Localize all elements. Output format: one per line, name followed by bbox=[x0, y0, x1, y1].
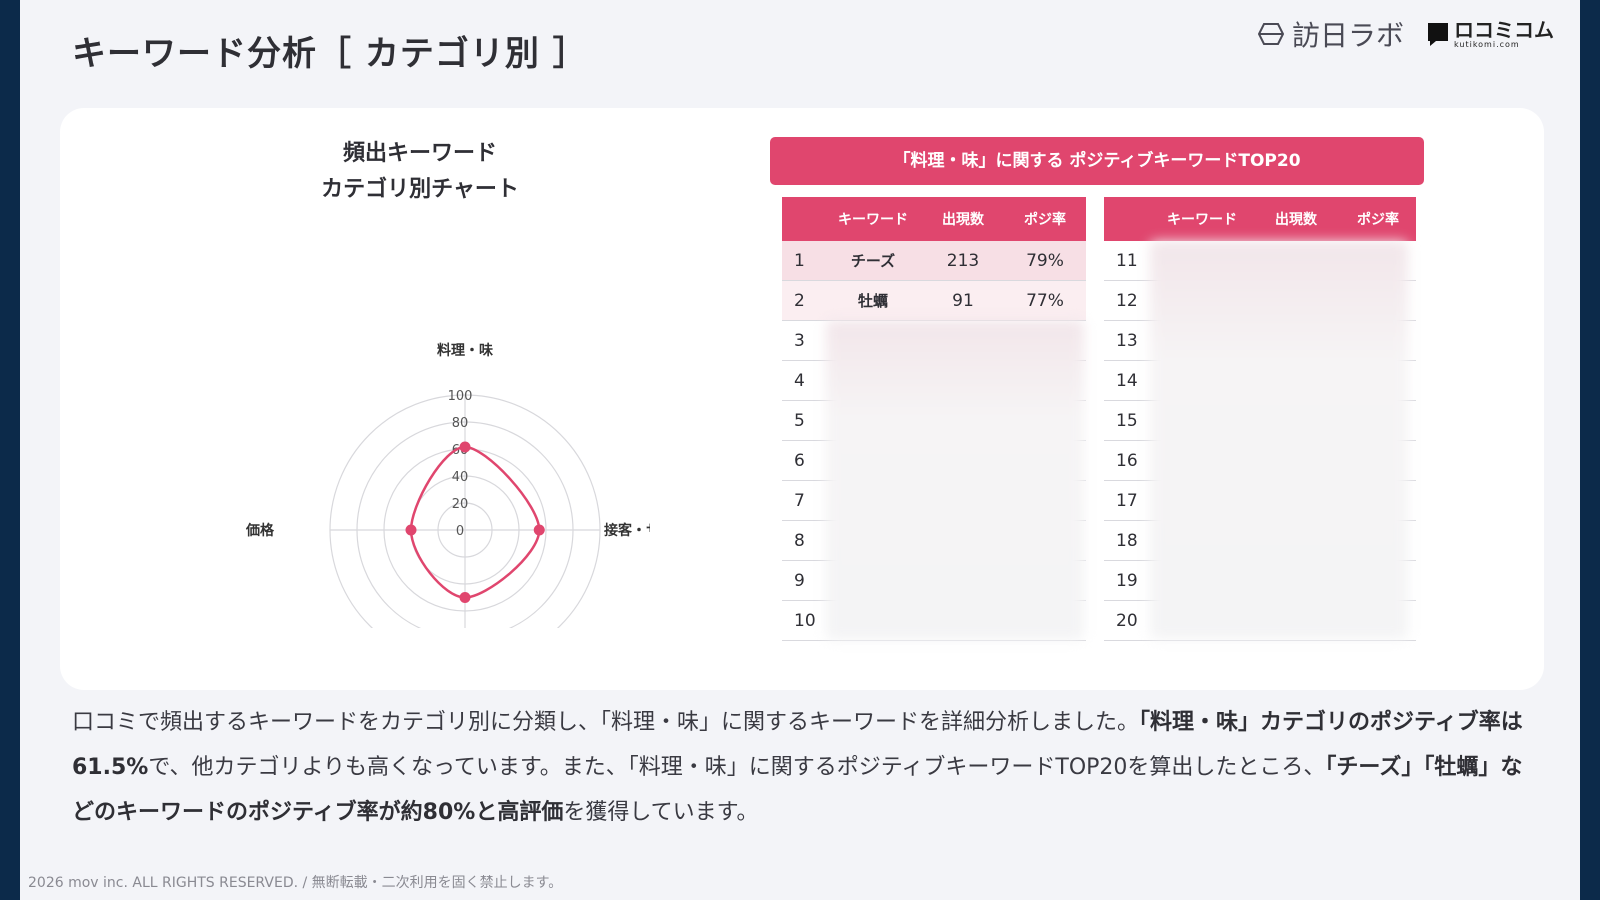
table-row: 2 牡蠣 91 77% bbox=[782, 280, 1086, 321]
cell-rank: 15 bbox=[1104, 400, 1152, 441]
data-series-line bbox=[409, 445, 541, 599]
col-count-header: 出現数 bbox=[922, 197, 1004, 241]
tick-label: 100 bbox=[448, 389, 473, 404]
desc-highlight2: 「チーズ」「牡蠣」などのキーワードのポジティブ率が約80%と高評価 bbox=[72, 755, 1523, 825]
brand2-label: ロコミコム bbox=[1454, 17, 1554, 42]
cell-keyword: 牡蠣 bbox=[824, 280, 922, 321]
axis-category-label: 料理・味 bbox=[437, 342, 493, 359]
cell-rank: 20 bbox=[1104, 600, 1152, 641]
col-count-header: 出現数 bbox=[1252, 197, 1340, 241]
cell-rate: 77% bbox=[1004, 280, 1086, 321]
cell-rank: 16 bbox=[1104, 440, 1152, 481]
axis-category-label: 価格 bbox=[245, 522, 275, 539]
cell-rank: 9 bbox=[782, 560, 824, 601]
cell-rank: 11 bbox=[1104, 241, 1152, 281]
cell-rank: 14 bbox=[1104, 360, 1152, 401]
cell-rank: 18 bbox=[1104, 520, 1152, 561]
axis-category-label: 接客・サービス bbox=[604, 522, 650, 539]
tick-label: 0 bbox=[456, 524, 464, 539]
cell-rank: 2 bbox=[782, 280, 824, 321]
cell-rate: 79% bbox=[1004, 241, 1086, 281]
redacted-area-left bbox=[826, 320, 1084, 640]
col-rank-header bbox=[1104, 197, 1152, 241]
col-rank-header bbox=[782, 197, 824, 241]
data-point bbox=[459, 441, 471, 453]
col-keyword-header: キーワード bbox=[824, 197, 922, 241]
cell-rank: 13 bbox=[1104, 320, 1152, 361]
data-point bbox=[459, 592, 471, 603]
cell-count: 91 bbox=[922, 280, 1004, 321]
cell-rank: 17 bbox=[1104, 480, 1152, 521]
copyright-footer: 2026 mov inc. ALL RIGHTS RESERVED. / 無断転… bbox=[28, 875, 563, 891]
content-card: 頻出キーワード カテゴリ別チャート 020406080100料理・味接客・サービ… bbox=[60, 108, 1544, 690]
tick-label: 80 bbox=[452, 416, 469, 431]
cell-rank: 3 bbox=[782, 320, 824, 361]
logo-group: 訪日ラボ ロコミコム kutikomi.com bbox=[1257, 14, 1554, 54]
table-header-banner: 「料理・味」に関する ポジティブキーワードTOP20 bbox=[770, 137, 1424, 185]
cell-rank: 8 bbox=[782, 520, 824, 561]
cell-count: 213 bbox=[922, 241, 1004, 281]
table-head-row: キーワード 出現数 ポジ率 bbox=[782, 197, 1086, 241]
desc-part3: を獲得しています。 bbox=[563, 800, 759, 825]
cell-rank: 12 bbox=[1104, 280, 1152, 321]
description-text: 口コミで頻出するキーワードをカテゴリ別に分類し、「料理・味」に関するキーワードを… bbox=[72, 700, 1532, 835]
col-keyword-header: キーワード bbox=[1152, 197, 1252, 241]
hexagon-icon bbox=[1257, 23, 1284, 45]
tick-label: 40 bbox=[452, 470, 469, 485]
col-rate-header: ポジ率 bbox=[1004, 197, 1086, 241]
chart-title: 頻出キーワード カテゴリ別チャート bbox=[300, 136, 540, 208]
table-row: 1 チーズ 213 79% bbox=[782, 241, 1086, 281]
chart-title-line2: カテゴリ別チャート bbox=[321, 177, 519, 202]
cell-keyword: チーズ bbox=[824, 241, 922, 281]
cell-rank: 19 bbox=[1104, 560, 1152, 601]
desc-part1: 口コミで頻出するキーワードをカテゴリ別に分類し、「料理・味」に関するキーワードを… bbox=[72, 710, 1140, 735]
cell-rank: 7 bbox=[782, 480, 824, 521]
brand2-sub: kutikomi.com bbox=[1454, 39, 1520, 49]
data-point bbox=[405, 524, 417, 536]
table-head-row: キーワード 出現数 ポジ率 bbox=[1104, 197, 1416, 241]
cell-rank: 5 bbox=[782, 400, 824, 441]
chart-title-line1: 頻出キーワード bbox=[342, 141, 497, 166]
tick-label: 20 bbox=[452, 497, 469, 512]
houniti-labo-logo: 訪日ラボ bbox=[1257, 14, 1404, 54]
col-rate-header: ポジ率 bbox=[1340, 197, 1416, 241]
cell-rank: 10 bbox=[782, 600, 824, 641]
page-title: キーワード分析［ カテゴリ別 ］ bbox=[72, 34, 588, 74]
cell-rank: 1 bbox=[782, 241, 824, 281]
brand1-label: 訪日ラボ bbox=[1291, 19, 1404, 52]
speech-bubble-icon bbox=[1428, 23, 1448, 46]
redacted-area-right bbox=[1150, 241, 1408, 639]
kutikomi-logo: ロコミコム kutikomi.com bbox=[1426, 20, 1554, 49]
data-point bbox=[533, 524, 545, 536]
desc-highlight1: 「料理・味」カテゴリのポジティブ率は61.5% bbox=[72, 710, 1523, 780]
slide: キーワード分析［ カテゴリ別 ］ 訪日ラボ ロコミコム kutikomi.com… bbox=[20, 0, 1580, 900]
cell-rank: 4 bbox=[782, 360, 824, 401]
desc-part2: で、他カテゴリよりも高くなっています。また、「料理・味」に関するポジティブキーワ… bbox=[148, 755, 1326, 780]
cell-rank: 6 bbox=[782, 440, 824, 481]
